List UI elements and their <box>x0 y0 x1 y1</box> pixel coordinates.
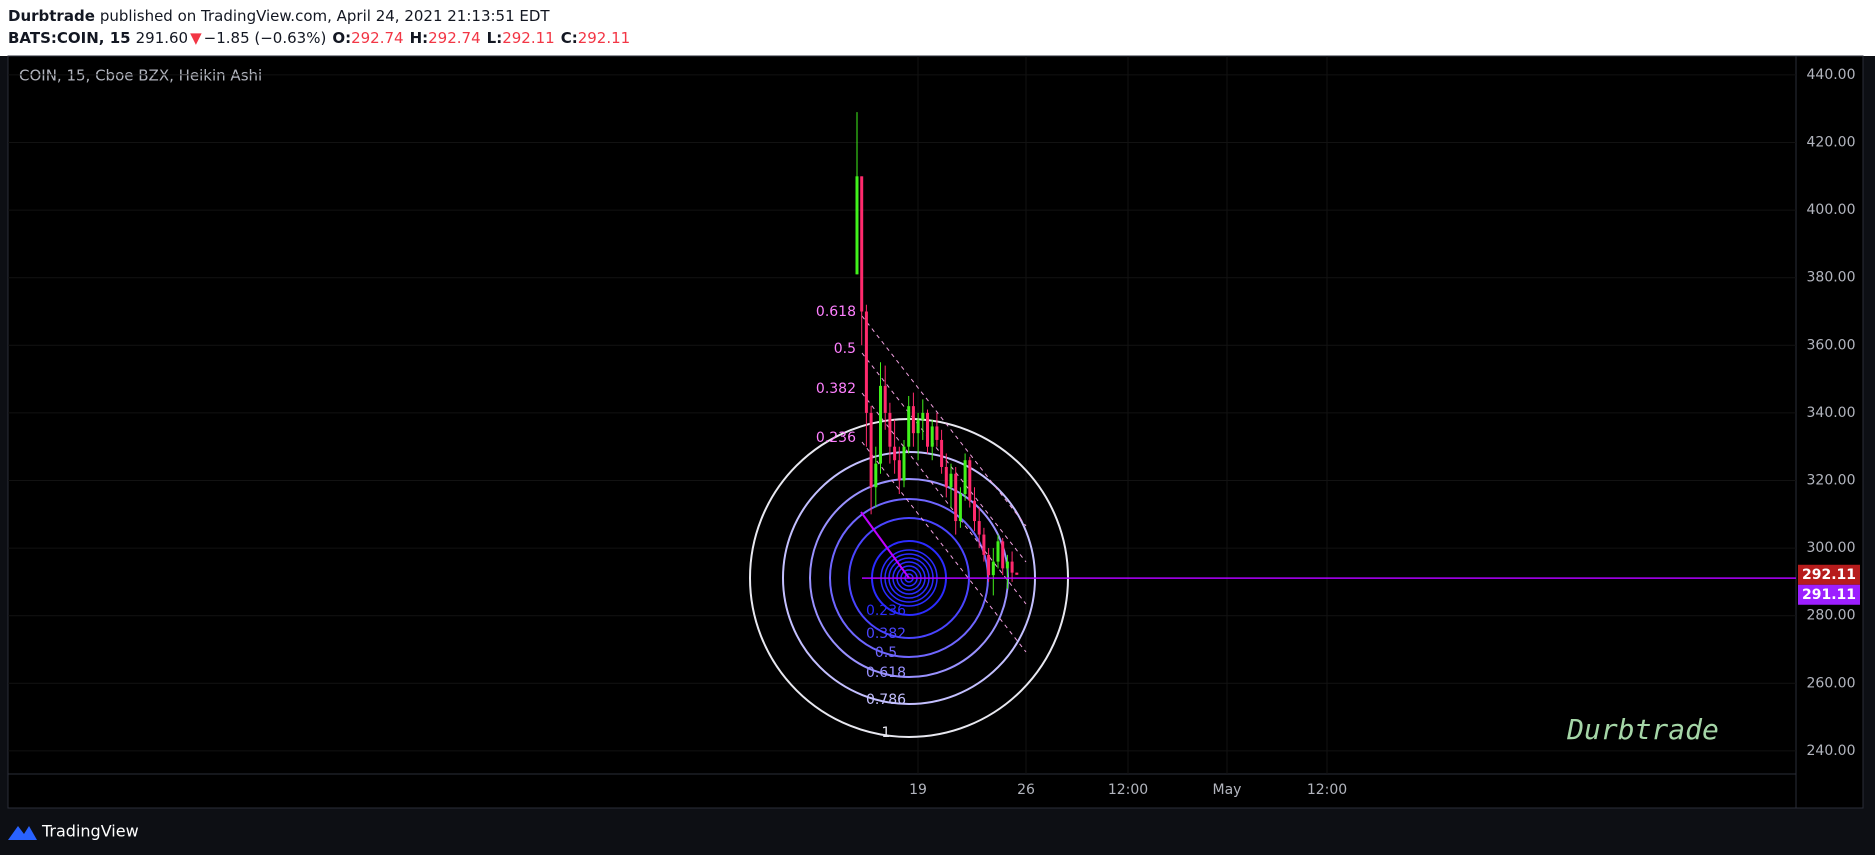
candle-body <box>963 460 967 495</box>
x-tick-label: 26 <box>1017 782 1035 798</box>
candle-body <box>987 554 991 576</box>
candle-body <box>973 500 976 522</box>
candle-body <box>874 463 878 488</box>
fib-fan-label: 0.382 <box>816 381 856 397</box>
candle-body <box>883 385 887 413</box>
candle-body <box>982 534 986 555</box>
chart-legend: COIN, 15, Cboe BZX, Heikin Ashi <box>19 67 262 85</box>
y-tick-label: 300.00 <box>1807 540 1856 556</box>
y-tick-label: 240.00 <box>1807 743 1856 759</box>
ohlc-value: 292.11 <box>578 29 631 47</box>
candle-body <box>897 460 901 481</box>
x-tick-label: 12:00 <box>1307 782 1347 798</box>
ohlc-key: L: <box>487 29 503 47</box>
candle-body <box>977 521 981 535</box>
candle-body <box>888 412 892 447</box>
candle-body <box>949 473 953 488</box>
candle-body <box>860 176 864 312</box>
candle-body <box>991 561 995 576</box>
header-line-1: Durbtrade published on TradingView.com, A… <box>8 7 550 25</box>
fib-circle-label: 0.236 <box>866 603 906 619</box>
candle-body <box>907 406 911 447</box>
candle-body <box>926 412 929 447</box>
candle-body <box>1005 561 1009 569</box>
author: Durbtrade <box>8 7 95 25</box>
header-bg <box>0 0 1875 56</box>
trend-line <box>860 511 910 579</box>
y-tick-label: 280.00 <box>1807 608 1856 624</box>
published: published on TradingView.com, April 24, … <box>100 7 551 25</box>
candle-body <box>921 412 925 420</box>
ohlc-key: O: <box>332 29 351 47</box>
ohlc-key: C: <box>561 29 578 47</box>
change: −1.85 (−0.63%) <box>204 29 327 47</box>
last-price-box <box>1798 564 1860 585</box>
y-tick-label: 260.00 <box>1807 675 1856 691</box>
fib-fan-label: 0.618 <box>816 304 856 320</box>
change-arrow: ▼ <box>190 29 202 47</box>
candle-body <box>916 419 920 434</box>
symbol: BATS:COIN, 15 <box>8 29 131 47</box>
candle-body <box>879 385 882 464</box>
candle-body <box>911 406 915 434</box>
fib-circle-label: 0.618 <box>866 665 906 681</box>
y-tick-label: 420.00 <box>1807 135 1856 151</box>
candle-body <box>996 541 1000 562</box>
candle-body <box>944 466 948 488</box>
candle-body <box>1001 541 1005 569</box>
candle-body <box>864 311 868 413</box>
logo-icon <box>8 826 37 840</box>
last-price: 291.60 <box>136 29 189 47</box>
last-price-label: 292.11 <box>1802 567 1856 583</box>
fib-circle-label: 1 <box>882 725 891 741</box>
candle-body <box>940 439 944 467</box>
x-tick-label: May <box>1213 782 1242 798</box>
x-tick-label: 19 <box>909 782 927 798</box>
candle-body <box>1010 561 1014 573</box>
ohlc-key: H: <box>410 29 429 47</box>
y-tick-label: 440.00 <box>1807 67 1856 83</box>
y-tick-label: 380.00 <box>1807 270 1856 286</box>
candle-body <box>1015 572 1019 575</box>
y-tick-label: 400.00 <box>1807 202 1856 218</box>
line-price-label: 291.11 <box>1802 587 1856 603</box>
x-tick-label: 12:00 <box>1108 782 1148 798</box>
ohlc-value: 292.74 <box>351 29 404 47</box>
candle-body <box>893 446 897 461</box>
candle-body <box>902 446 906 481</box>
candle-body <box>958 494 962 522</box>
candle-body <box>954 473 958 522</box>
candle-body <box>855 176 859 275</box>
y-tick-label: 340.00 <box>1807 405 1856 421</box>
ohlc-value: 292.74 <box>428 29 481 47</box>
y-tick-label: 320.00 <box>1807 472 1856 488</box>
ohlc-value: 292.11 <box>502 29 555 47</box>
candle-body <box>930 426 934 447</box>
candle-body <box>968 460 972 501</box>
line-price-box <box>1798 584 1860 605</box>
footer-brand: TradingView <box>41 822 139 841</box>
fib-fan-label: 0.5 <box>834 341 856 357</box>
fib-circle-label: 0.5 <box>875 645 897 661</box>
watermark: Durbtrade <box>1566 713 1719 746</box>
fib-circle-label: 0.382 <box>866 626 906 642</box>
y-tick-label: 360.00 <box>1807 337 1856 353</box>
candle-body <box>869 412 873 488</box>
fib-circle-label: 0.786 <box>866 692 906 708</box>
fib-fan-label: 0.236 <box>816 430 856 446</box>
header-line-2: BATS:COIN, 15 291.60 ▼ −1.85 (−0.63%) O:292.… <box>8 29 630 47</box>
tradingview-logo <box>8 826 37 840</box>
candle-body <box>935 426 939 440</box>
